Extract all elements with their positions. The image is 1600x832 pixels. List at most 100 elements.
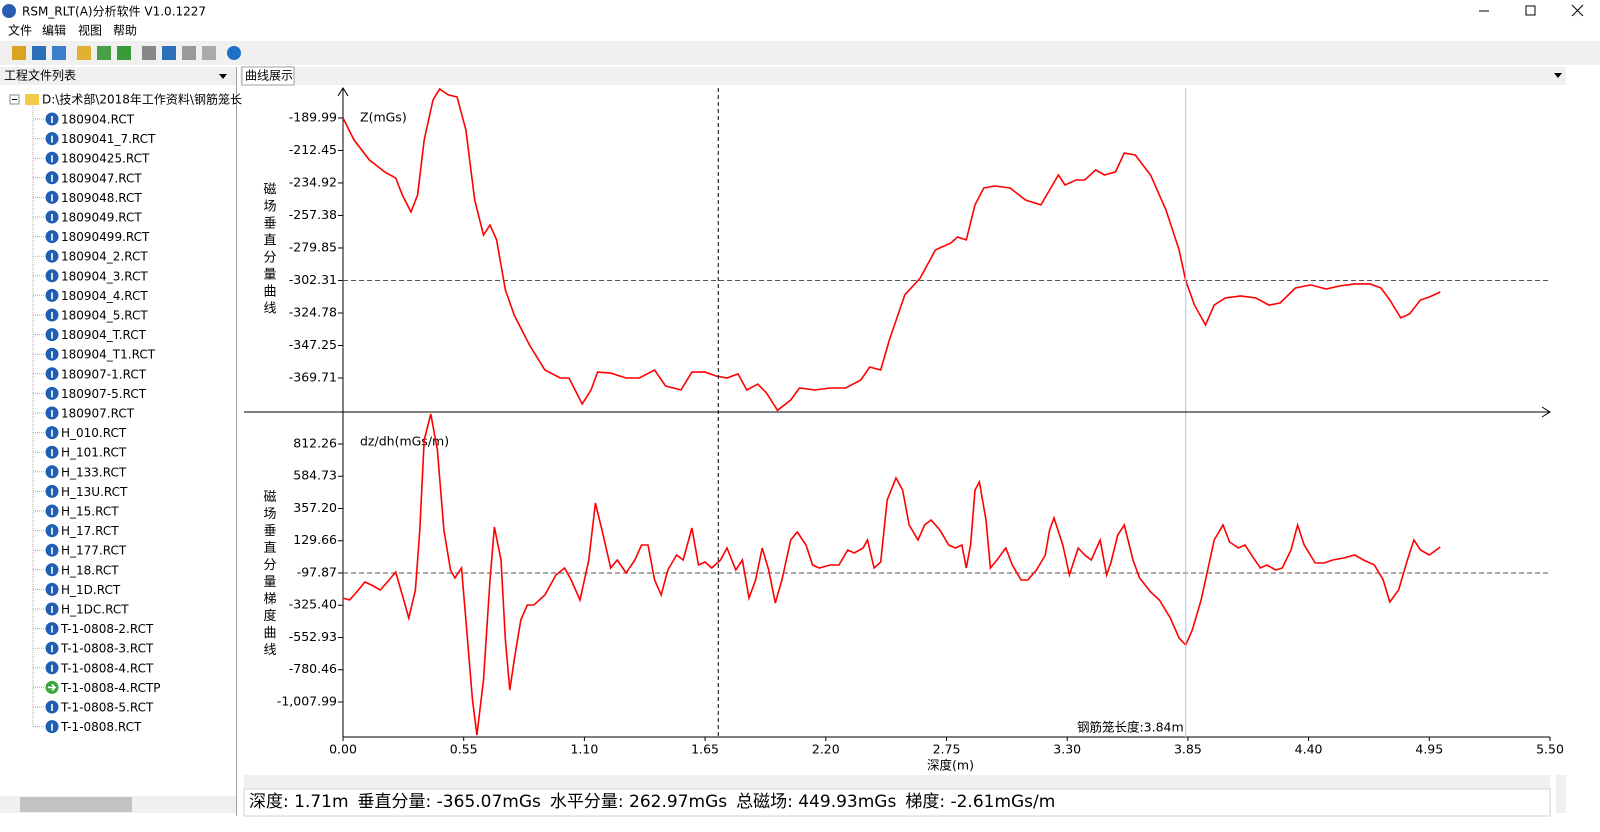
tool-open[interactable] (12, 46, 26, 60)
tab[interactable] (241, 66, 295, 86)
status-item: 水平分量: 262.97mGs (550, 792, 727, 812)
y-tick-label: 812.26 (293, 435, 337, 450)
file-name[interactable]: 180907.RCT (61, 407, 135, 421)
series-label: dz/dh(mGs/m) (360, 434, 449, 449)
panel-border (236, 67, 237, 816)
file-name[interactable]: T-1-0808-4.RCTP (60, 681, 161, 695)
file-name[interactable]: H_15.RCT (61, 505, 119, 519)
menu-item[interactable]: 编辑 (42, 23, 66, 38)
file-name[interactable]: T-1-0808.RCT (60, 720, 142, 734)
y-axis-title: 磁场垂直分量梯度曲线 (261, 490, 277, 660)
y-tick-label: -780.46 (289, 661, 337, 676)
tool-undo[interactable] (162, 46, 176, 60)
status-item: 总磁场: 449.93mGs (736, 792, 896, 812)
file-name[interactable]: 180904_3.RCT (61, 269, 148, 283)
file-icon-arrow (48, 683, 57, 691)
file-name[interactable]: H_1DC.RCT (61, 603, 129, 617)
menu-item[interactable]: 视图 (78, 23, 102, 38)
y-axis-title: 磁场垂直分量曲线 (261, 182, 277, 318)
axis-arrow (337, 87, 349, 97)
file-name[interactable]: H_133.RCT (61, 465, 127, 479)
status-item: 深度: 1.71m (249, 792, 349, 812)
file-name[interactable]: 1809049.RCT (61, 211, 142, 225)
status-item: 垂直分量: -365.07mGs (358, 792, 541, 812)
y-tick-label: -97.87 (297, 564, 337, 579)
y-tick-label: -325.40 (289, 597, 337, 612)
y-tick-label: 584.73 (293, 468, 337, 483)
tab-title[interactable]: 曲线展示 (245, 69, 293, 83)
toolbar (0, 41, 1600, 65)
app-icon (2, 4, 16, 18)
data-line (343, 413, 1441, 736)
file-name[interactable]: 1809047.RCT (61, 171, 142, 185)
file-name[interactable]: 180904_2.RCT (61, 250, 148, 264)
file-name[interactable]: 1809048.RCT (61, 191, 142, 205)
status-bar (243, 788, 1551, 817)
tool-import[interactable] (77, 46, 91, 60)
file-name[interactable]: 180904.RCT (61, 113, 135, 127)
file-name[interactable]: 180904_T1.RCT (61, 348, 156, 362)
data-line (343, 88, 1441, 412)
file-name[interactable]: 180907-1.RCT (61, 367, 147, 381)
file-name[interactable]: H_13U.RCT (61, 485, 128, 499)
file-name[interactable]: 18090499.RCT (61, 230, 150, 244)
chart-h-scrollbar[interactable] (244, 775, 1550, 788)
chart: -189.99 -212.45 -234.92 -257.38 -279.85 -302.… (244, 87, 1564, 773)
panel-menu[interactable] (219, 74, 227, 79)
file-name[interactable]: T-1-0808-3.RCT (60, 642, 154, 656)
file-name[interactable]: H_1D.RCT (61, 583, 121, 597)
tool-brush[interactable] (202, 46, 216, 60)
tool-save[interactable] (32, 46, 46, 60)
x-tick-label: 5.50 (1536, 742, 1564, 757)
y-tick-label: -369.71 (289, 370, 337, 385)
file-name[interactable]: 18090425.RCT (61, 152, 150, 166)
chart-v-scrollbar[interactable] (1556, 775, 1566, 813)
file-name[interactable]: 180907-5.RCT (61, 387, 147, 401)
h-scroll-thumb[interactable] (20, 797, 132, 812)
menu-item[interactable]: 帮助 (113, 24, 137, 38)
file-name[interactable]: T-1-0808-2.RCT (60, 622, 154, 636)
x-tick-label: 4.95 (1415, 742, 1443, 757)
menu-item[interactable]: 文件 (8, 23, 32, 38)
file-name[interactable]: H_010.RCT (61, 426, 127, 440)
file-name[interactable]: H_18.RCT (61, 563, 119, 577)
close-button[interactable] (1571, 4, 1584, 17)
y-tick-label: -347.25 (289, 337, 337, 352)
file-name[interactable]: H_177.RCT (61, 544, 127, 558)
x-tick-label: 0.55 (450, 742, 478, 757)
y-tick-label: -212.45 (289, 142, 337, 157)
tool-cut[interactable] (142, 46, 156, 60)
x-tick-label: 3.30 (1053, 742, 1081, 757)
toolbar-icons (12, 46, 241, 60)
tool-search[interactable] (117, 46, 131, 60)
file-name[interactable]: T-1-0808-4.RCT (60, 661, 154, 675)
tool-export[interactable] (97, 46, 111, 60)
tool-info[interactable] (227, 46, 241, 60)
file-name[interactable]: H_101.RCT (61, 446, 127, 460)
y-tick-label: -324.78 (289, 304, 337, 319)
tool-save-all[interactable] (52, 46, 66, 60)
file-name[interactable]: T-1-0808-5.RCT (60, 701, 154, 715)
axis-arrow (1541, 406, 1551, 418)
file-name[interactable]: H_17.RCT (61, 524, 119, 538)
maximize-button[interactable] (1525, 5, 1536, 16)
file-name[interactable]: 1809041_7.RCT (61, 132, 156, 146)
file-name[interactable]: 180904_T.RCT (61, 328, 147, 342)
x-tick-label: 0.00 (329, 742, 357, 757)
x-tick-label: 2.20 (812, 742, 840, 757)
annotation: 钢筋笼长度:3.84m (1077, 720, 1184, 735)
file-name[interactable]: 180904_5.RCT (61, 309, 148, 323)
y-tick-label: -1,007.99 (277, 693, 337, 708)
file-name[interactable]: 180904_4.RCT (61, 289, 148, 303)
tab-menu[interactable] (1554, 73, 1562, 78)
y-tick-label: -189.99 (289, 109, 337, 124)
y-tick-label: 357.20 (293, 500, 337, 515)
y-tick-label: -257.38 (289, 207, 337, 222)
tool-calc[interactable] (182, 46, 196, 60)
tree-root[interactable]: D:\技术部\2018年工作资料\钢筋笼长 (42, 92, 242, 107)
y-tick-label: -552.93 (289, 629, 337, 644)
x-tick-label: 1.10 (570, 742, 598, 757)
